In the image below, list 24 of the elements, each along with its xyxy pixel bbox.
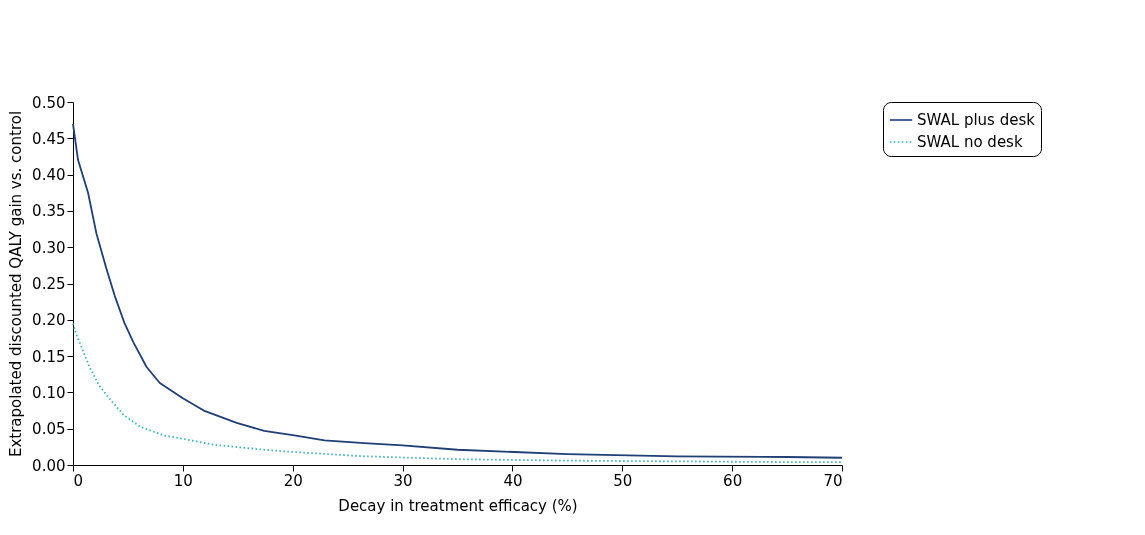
y-tick-label: 0.50 <box>32 93 66 112</box>
legend-label: SWAL plus desk <box>917 111 1036 129</box>
legend-label: SWAL no desk <box>917 133 1023 151</box>
x-tick-label: 0 <box>73 471 84 490</box>
x-tick-label: 50 <box>613 471 633 490</box>
x-axis-title: Decay in treatment efficacy (%) <box>338 496 578 515</box>
y-tick-label: 0.25 <box>32 275 66 293</box>
y-tick-label: 0.35 <box>32 202 66 221</box>
line-series <box>72 122 843 459</box>
y-tick-label: 0.00 <box>32 456 66 475</box>
y-tick-label: 0.30 <box>32 238 66 257</box>
x-tick-label: 40 <box>503 471 523 490</box>
x-tick-label: 30 <box>393 471 413 490</box>
x-tick-label: 20 <box>283 471 303 490</box>
x-tick-label: 60 <box>723 471 743 490</box>
x-tick-label: 70 <box>823 471 843 490</box>
y-tick-label: 0.15 <box>32 347 66 366</box>
y-tick-label: 0.10 <box>32 383 66 402</box>
x-tick-label: 10 <box>173 471 193 490</box>
y-tick-label: 0.20 <box>32 311 66 330</box>
y-tick-label: 0.05 <box>32 420 66 439</box>
y-axis-title: Extrapolated discounted QALY gain vs. control <box>7 110 26 458</box>
y-tick-label: 0.45 <box>32 129 66 148</box>
y-tick-label: 0.40 <box>32 166 66 185</box>
